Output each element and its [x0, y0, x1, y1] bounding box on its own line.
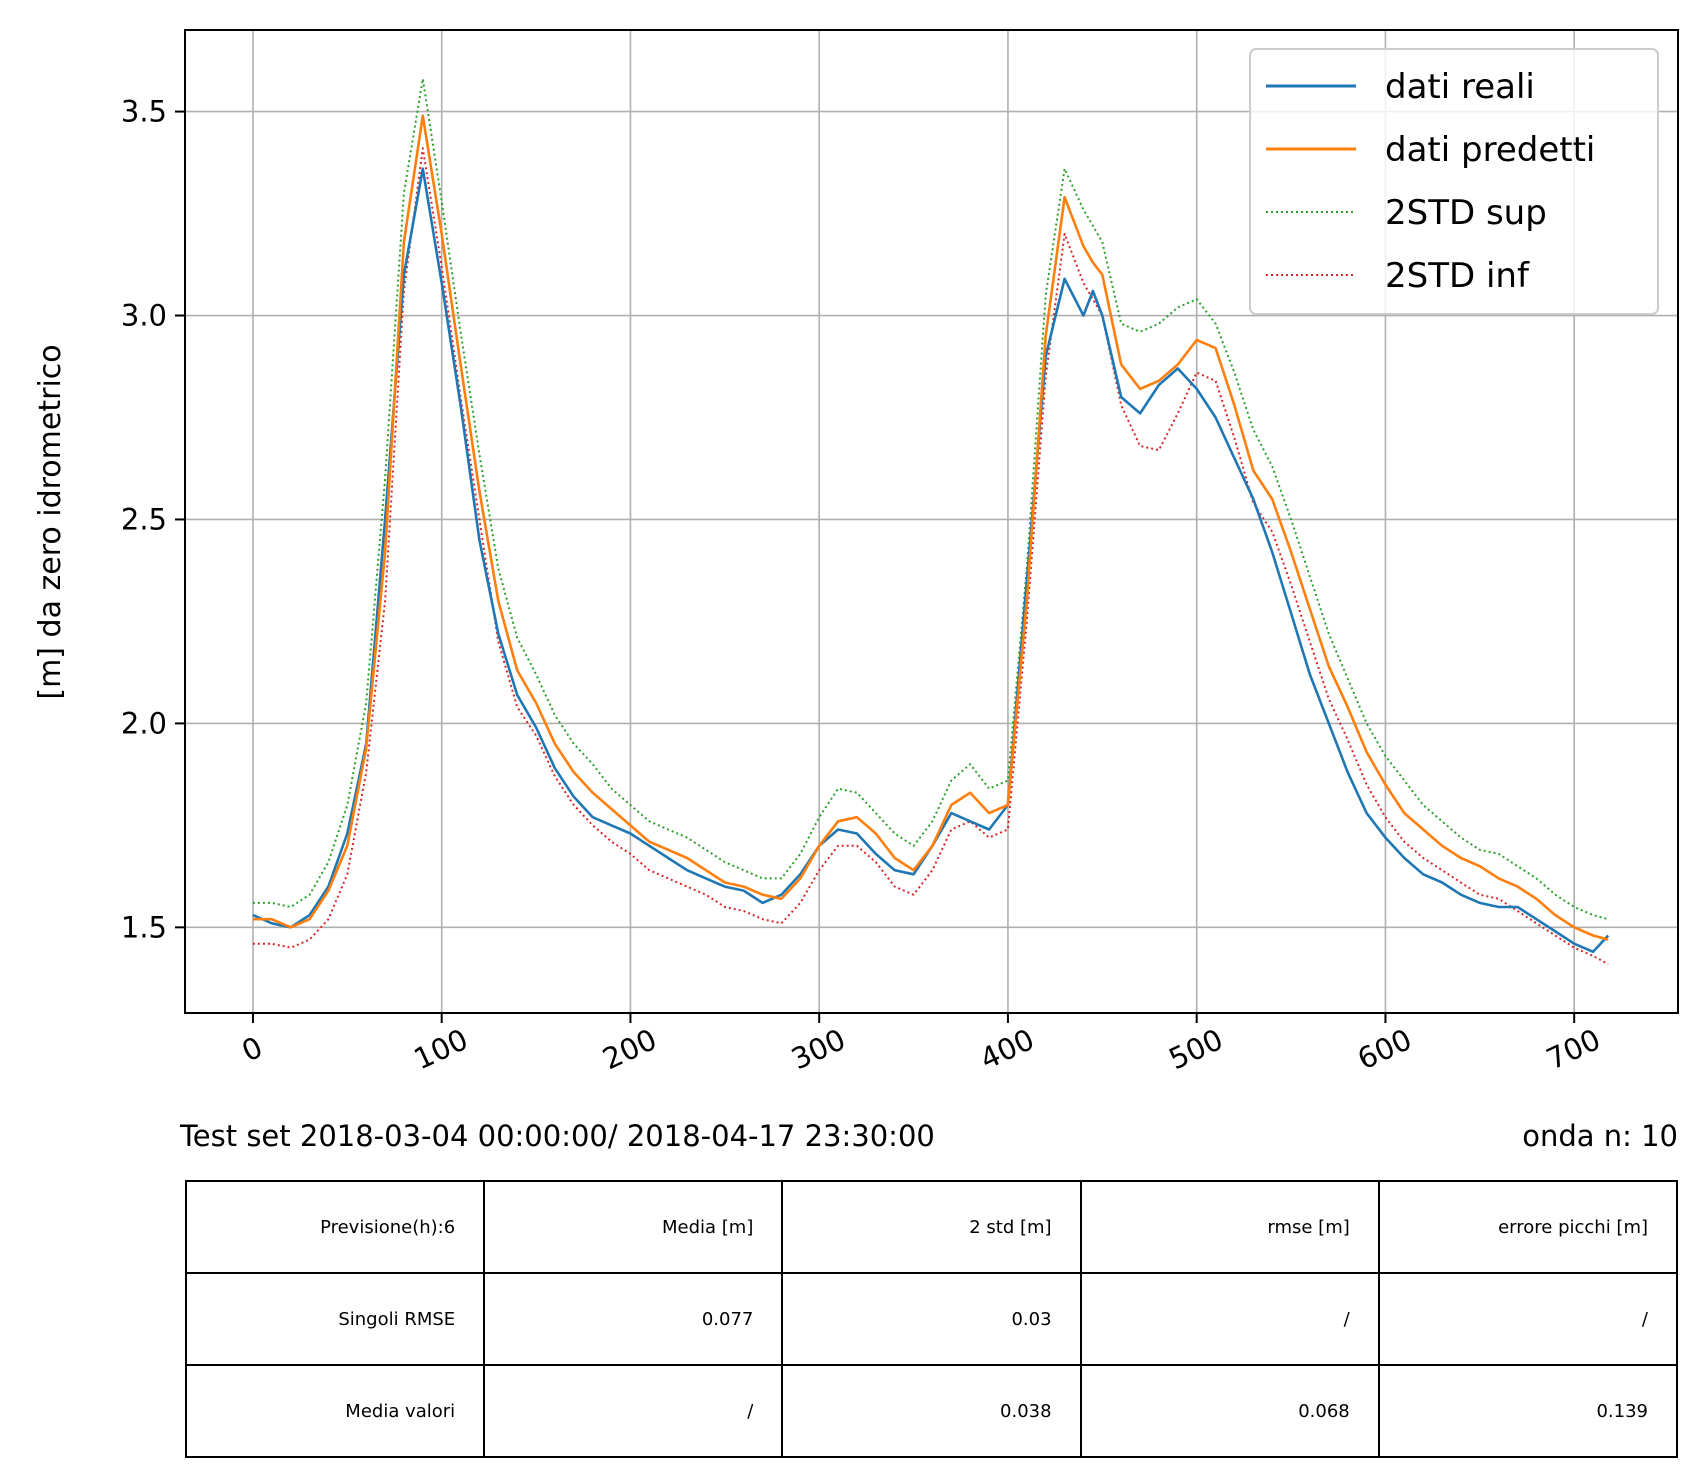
- plot-frame: [184, 29, 1679, 1014]
- stats-table: Previsione(h):6 Media [m] 2 std [m] rmse…: [184, 1180, 1679, 1458]
- legend-label-dati-predetti: dati predetti: [1385, 130, 1595, 170]
- table-cell: /: [483, 1364, 784, 1458]
- table-header-row: Previsione(h):6 Media [m] 2 std [m] rmse…: [184, 1180, 1679, 1274]
- series-line-2std-inf: [252, 147, 1609, 965]
- y-tick-label: 1.5: [121, 910, 167, 944]
- series-line-dati-reali: [252, 167, 1610, 954]
- y-tick-label: 2.5: [121, 502, 167, 536]
- wave-number-annotation: onda n: 10: [1522, 1119, 1678, 1153]
- x-tick-label: 700: [1541, 1022, 1606, 1076]
- table-cell: Media valori: [184, 1364, 486, 1458]
- table-cell: Previsione(h):6: [184, 1180, 486, 1274]
- table-cell: 2 std [m]: [781, 1180, 1082, 1274]
- legend-label-2std-sup: 2STD sup: [1385, 193, 1547, 233]
- table-cell: errore picchi [m]: [1377, 1180, 1679, 1274]
- table-cell: 0.077: [483, 1272, 784, 1366]
- table-row: Singoli RMSE 0.077 0.03 / /: [184, 1272, 1679, 1366]
- y-tick-label: 3.0: [121, 299, 167, 333]
- legend-frame: [1249, 48, 1659, 315]
- legend-label-2std-inf: 2STD inf: [1385, 256, 1530, 296]
- table-cell: /: [1377, 1272, 1679, 1366]
- table-cell: Singoli RMSE: [184, 1272, 486, 1366]
- x-tick-label: 600: [1352, 1022, 1417, 1076]
- x-axis-label: Test set 2018-03-04 00:00:00/ 2018-04-17…: [179, 1119, 935, 1153]
- x-tick-label: 500: [1164, 1022, 1229, 1076]
- x-tick-label: 200: [597, 1022, 662, 1076]
- x-tick-label: 0: [237, 1030, 268, 1069]
- y-axis-label: [m] da zero idrometrico: [33, 344, 68, 699]
- table-cell: 0.03: [781, 1272, 1082, 1366]
- table-cell: 0.068: [1079, 1364, 1380, 1458]
- x-tick-label: 100: [409, 1022, 474, 1076]
- table-cell: /: [1079, 1272, 1380, 1366]
- table-cell: Media [m]: [483, 1180, 784, 1274]
- series-line-2std-sup: [252, 77, 1609, 921]
- series-lines: [252, 77, 1610, 965]
- table-cell: rmse [m]: [1079, 1180, 1380, 1274]
- table-cell: 0.139: [1377, 1364, 1679, 1458]
- x-tick-label: 300: [786, 1022, 851, 1076]
- x-tick-label: 400: [975, 1022, 1040, 1076]
- series-line-dati-predetti: [252, 114, 1609, 941]
- table-cell: 0.038: [781, 1364, 1082, 1458]
- legend-label-dati-reali: dati reali: [1385, 67, 1535, 107]
- legend: dati reali dati predetti 2STD sup 2STD i…: [1249, 48, 1659, 315]
- y-tick-label: 3.5: [121, 95, 167, 129]
- y-tick-label: 2.0: [121, 706, 167, 740]
- table-row: Media valori / 0.038 0.068 0.139: [184, 1364, 1679, 1458]
